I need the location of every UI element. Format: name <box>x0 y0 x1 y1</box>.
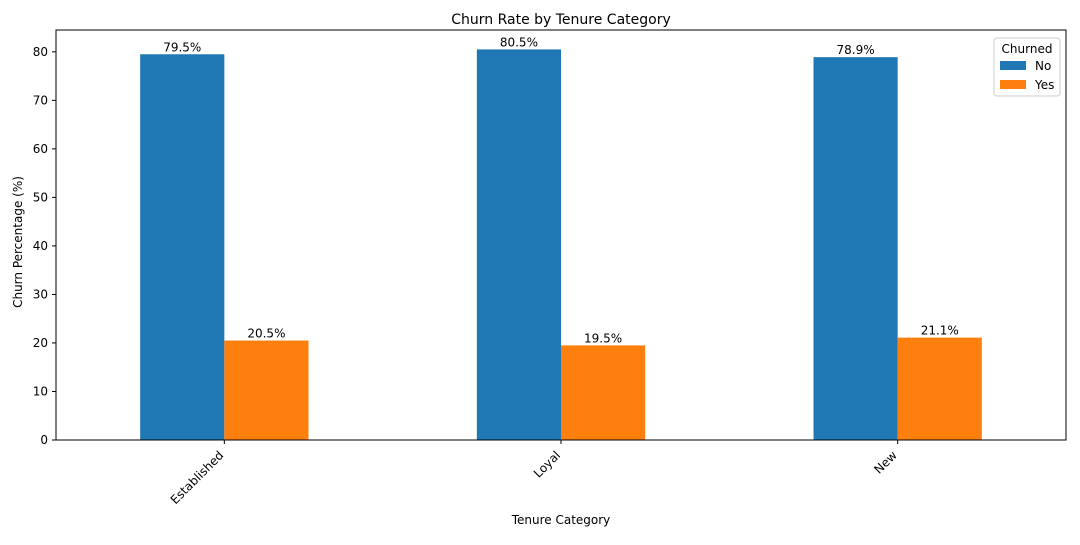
data-label: 79.5% <box>163 40 201 54</box>
plot-area: 79.5% 80.5% 78.9% 20.5% 19.5% 21.1% 0 10 20 30 40 5… <box>33 29 1067 507</box>
bar-yes-established <box>224 340 309 440</box>
data-label: 20.5% <box>247 327 285 341</box>
x-tick-label: Loyal <box>531 448 563 480</box>
legend-title: Churned <box>1002 42 1053 56</box>
bar-no-new <box>813 57 898 440</box>
y-tick-label: 60 <box>33 142 48 156</box>
x-axis-label: Tenure Category <box>511 513 611 527</box>
y-tick-label: 10 <box>33 384 48 398</box>
data-label: 19.5% <box>584 331 622 345</box>
legend: Churned No Yes <box>993 37 1061 97</box>
x-tick-label: Established <box>168 448 227 507</box>
y-tick-label: 50 <box>33 190 48 204</box>
y-tick-label: 40 <box>33 239 48 253</box>
y-axis-label: Churn Percentage (%) <box>11 176 25 308</box>
bar-no-loyal <box>476 49 561 440</box>
bar-yes-new <box>897 337 982 440</box>
y-tick-label: 70 <box>33 93 48 107</box>
legend-label-yes: Yes <box>1034 78 1054 92</box>
legend-swatch-no <box>1000 61 1026 70</box>
legend-label-no: No <box>1035 59 1051 73</box>
bar-no-established <box>140 54 225 441</box>
y-tick-label: 0 <box>40 433 48 447</box>
legend-swatch-yes <box>1000 80 1026 89</box>
data-label: 78.9% <box>837 43 875 57</box>
data-label: 21.1% <box>921 324 959 338</box>
y-tick-label: 30 <box>33 287 48 301</box>
bar-yes-loyal <box>561 345 646 440</box>
y-tick-label: 80 <box>33 45 48 59</box>
x-tick-label: New <box>871 448 900 477</box>
y-tick-label: 20 <box>33 336 48 350</box>
data-label: 80.5% <box>500 35 538 49</box>
legend-items: No Yes <box>1000 59 1054 92</box>
chart-title: Churn Rate by Tenure Category <box>451 12 671 28</box>
